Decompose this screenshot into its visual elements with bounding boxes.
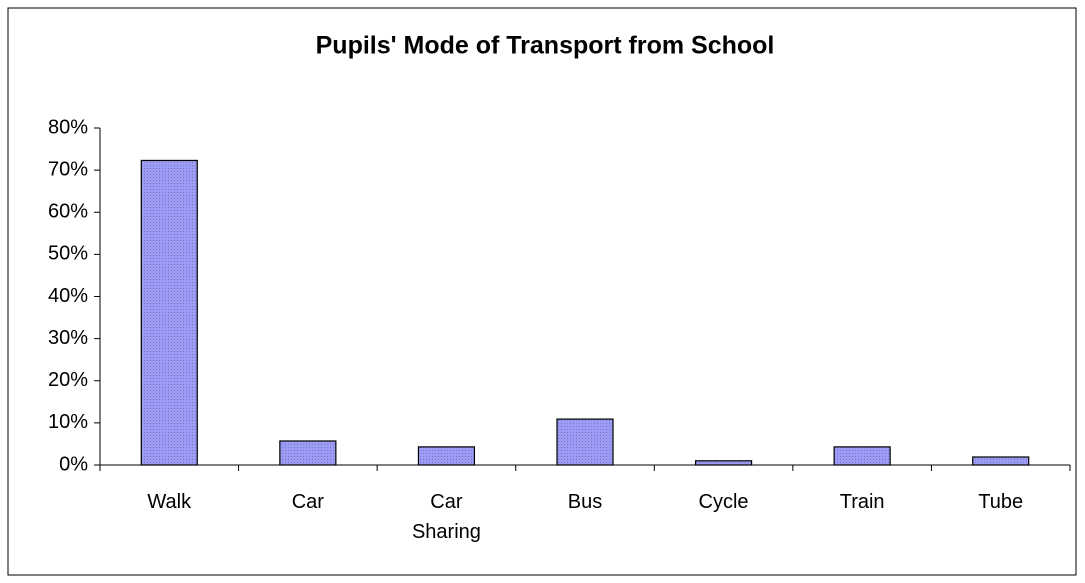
x-tick-label: Tube <box>978 491 1024 513</box>
bar <box>694 460 753 466</box>
y-tick-label: 80% <box>48 116 88 138</box>
y-tick-label: 50% <box>48 243 88 265</box>
y-tick-label: 10% <box>48 411 88 433</box>
y-tick-label: 0% <box>59 453 88 475</box>
y-tick-label: 70% <box>48 158 88 180</box>
chart-title: Pupils' Mode of Transport from School <box>316 32 775 60</box>
y-tick-label: 60% <box>48 201 88 223</box>
x-tick-label: Car <box>291 491 324 513</box>
x-tick-label: Car Sharing <box>411 491 481 543</box>
bar <box>972 456 1030 466</box>
x-tick-label: Train <box>839 491 885 513</box>
bar <box>140 159 198 466</box>
y-tick-label: 30% <box>48 327 88 349</box>
bar <box>833 446 891 466</box>
x-tick-label: Walk <box>147 491 192 513</box>
y-tick-label: 20% <box>48 369 88 391</box>
y-tick-label: 40% <box>48 285 88 307</box>
bar <box>279 440 337 466</box>
x-tick-label: Cycle <box>698 491 749 513</box>
x-tick-label: Bus <box>567 491 603 513</box>
bar <box>556 418 614 466</box>
bar <box>417 446 476 466</box>
